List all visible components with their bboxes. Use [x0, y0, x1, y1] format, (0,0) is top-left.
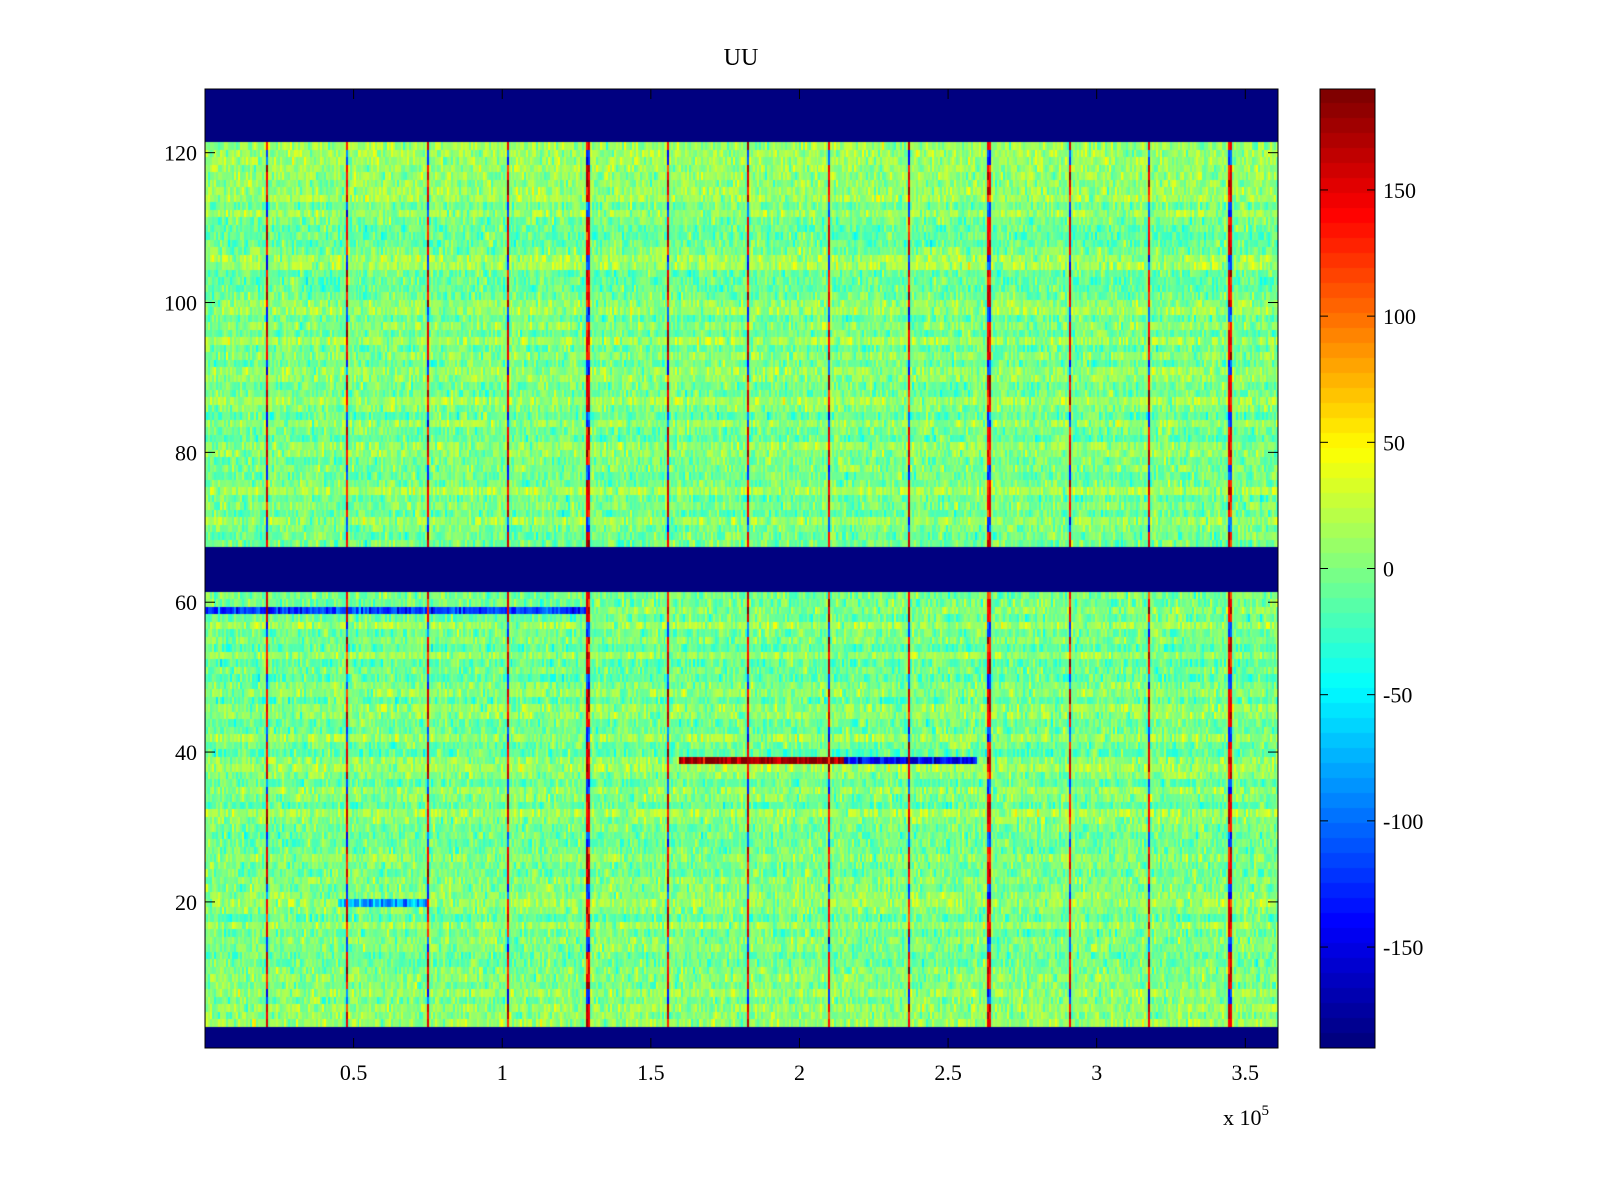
x-exponent-label: x 105 — [1223, 1103, 1269, 1130]
colorbar-tick-label: 100 — [1383, 304, 1416, 329]
x-tick-label: 0.5 — [340, 1060, 368, 1085]
heatmap-canvas — [205, 89, 1278, 1048]
colorbar-canvas — [1320, 89, 1375, 1048]
x-exponent-base: x 10 — [1223, 1105, 1262, 1130]
x-axis: 0.5 1 1.5 2 2.5 3 3.5 — [340, 89, 1259, 1085]
x-tick-label: 2 — [794, 1060, 805, 1085]
y-tick-label: 120 — [164, 141, 197, 166]
colorbar-tick-label: 50 — [1383, 430, 1405, 455]
colorbar-tick-label: -100 — [1383, 809, 1423, 834]
colorbar: 150 100 50 0 -50 -100 -150 — [1319, 88, 1423, 1049]
colorbar-ticks: 150 100 50 0 -50 -100 -150 — [1320, 178, 1423, 960]
y-tick-label: 100 — [164, 291, 197, 316]
y-tick-label: 20 — [175, 890, 197, 915]
x-tick-label: 3 — [1091, 1060, 1102, 1085]
heatmap-image — [205, 89, 1278, 1048]
plot-frame — [204, 88, 1279, 1049]
x-tick-label: 2.5 — [934, 1060, 962, 1085]
x-tick-label: 1 — [497, 1060, 508, 1085]
heatmap-axes: 0.5 1 1.5 2 2.5 3 3.5 20 40 60 80 100 120 — [164, 88, 1279, 1085]
colorbar-tick-label: 150 — [1383, 178, 1416, 203]
colorbar-tick-label: 0 — [1383, 557, 1394, 582]
colorbar-tick-label: -150 — [1383, 935, 1423, 960]
y-tick-label: 80 — [175, 440, 197, 465]
x-tick-label: 1.5 — [637, 1060, 665, 1085]
x-tick-label: 3.5 — [1232, 1060, 1260, 1085]
colorbar-image — [1320, 89, 1375, 1048]
y-axis: 20 40 60 80 100 120 — [164, 141, 1278, 915]
colorbar-tick-label: -50 — [1383, 683, 1412, 708]
y-tick-label: 40 — [175, 740, 197, 765]
y-tick-label: 60 — [175, 590, 197, 615]
chart-title: UU — [724, 45, 759, 71]
x-exponent-power: 5 — [1262, 1103, 1270, 1119]
